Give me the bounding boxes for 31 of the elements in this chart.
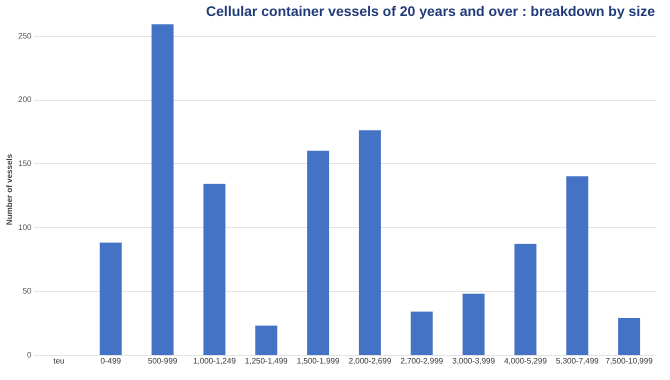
y-tick-label: 150 xyxy=(18,158,32,168)
x-tick-label: 2,700-2,999 xyxy=(400,356,444,366)
bar xyxy=(307,150,330,355)
bar xyxy=(410,312,433,355)
x-tick-label: 4,000-5,299 xyxy=(504,356,548,366)
bar xyxy=(100,242,122,355)
x-tick-label: teu xyxy=(53,356,64,366)
y-tick-label: 250 xyxy=(18,31,32,40)
y-tick-label: 100 xyxy=(18,222,32,232)
x-tick-label: 5,300-7,499 xyxy=(556,356,600,366)
bar xyxy=(514,244,536,355)
y-tick-label: 200 xyxy=(18,95,32,104)
x-tick-label: 3,000-3,999 xyxy=(452,356,496,366)
bar xyxy=(618,318,640,355)
x-tick-label: 500-999 xyxy=(148,356,178,366)
y-axis-title: Number of vessels xyxy=(5,153,14,226)
y-tick-label: 50 xyxy=(22,286,32,296)
x-tick-label: 1,250-1,499 xyxy=(244,356,288,366)
x-tick-label: 1,000-1,249 xyxy=(193,356,236,366)
bar xyxy=(152,24,174,355)
chart-title: Cellular container vessels of 20 years and over : breakdown by size xyxy=(206,3,656,19)
bar xyxy=(462,294,485,355)
x-tick-label: 1,500-1,999 xyxy=(296,356,340,366)
bar xyxy=(566,176,588,355)
x-tick-label: 0-499 xyxy=(100,356,122,366)
bar xyxy=(358,130,381,355)
x-tick-label: 7,500-10,999 xyxy=(606,356,654,366)
bar xyxy=(203,184,226,355)
x-tick-label: 2,000-2,699 xyxy=(348,356,392,366)
y-tick-label: 0 xyxy=(27,350,32,360)
bar xyxy=(255,326,278,355)
